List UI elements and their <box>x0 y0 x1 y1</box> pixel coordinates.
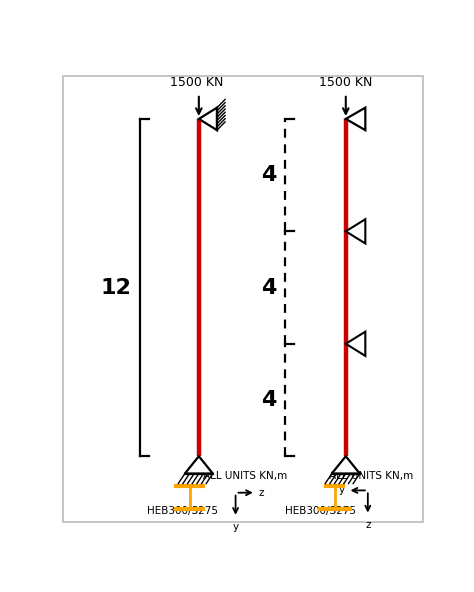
Text: HEB300/S275: HEB300/S275 <box>147 506 219 516</box>
Text: ALL UNITS KN,m: ALL UNITS KN,m <box>329 471 413 481</box>
Polygon shape <box>185 456 213 474</box>
Polygon shape <box>346 332 365 356</box>
Polygon shape <box>332 456 360 474</box>
Text: z: z <box>365 520 371 530</box>
Polygon shape <box>346 108 365 130</box>
Text: HEB300/S275: HEB300/S275 <box>285 506 356 516</box>
Text: 4: 4 <box>261 165 276 185</box>
Text: 12: 12 <box>100 278 131 298</box>
Text: ALL UNITS KN,m: ALL UNITS KN,m <box>202 471 287 481</box>
Text: 4: 4 <box>261 390 276 410</box>
Text: 1500 KN: 1500 KN <box>319 76 373 89</box>
Text: y: y <box>233 522 238 532</box>
Text: y: y <box>338 485 345 496</box>
Text: 1500 KN: 1500 KN <box>170 76 224 89</box>
Polygon shape <box>199 108 217 130</box>
Text: 4: 4 <box>261 278 276 298</box>
Polygon shape <box>346 219 365 243</box>
Text: z: z <box>259 488 264 498</box>
